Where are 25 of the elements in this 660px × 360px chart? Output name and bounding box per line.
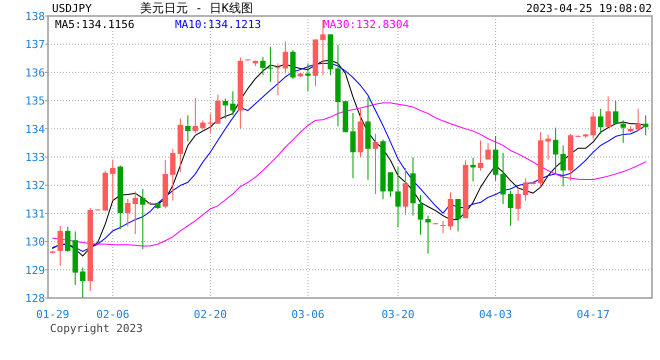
y-tick-label: 132	[25, 179, 45, 192]
text: Copyright 2023	[50, 322, 143, 335]
x-tick-label: 04-03	[479, 308, 512, 321]
y-tick-label: 135	[25, 94, 45, 108]
y-tick-label: 137	[25, 38, 45, 52]
x-tick-label: 04-17	[576, 308, 610, 321]
x-tick-label: 02-06	[96, 308, 130, 321]
x-tick-label: 01-29	[36, 308, 70, 321]
y-tick-label: 138	[25, 10, 45, 23]
chart-subtitle: USDJPY	[52, 2, 92, 15]
x-tick-label: 02-20	[194, 308, 227, 321]
y-tick-label: 131	[25, 207, 45, 220]
legend-item: MA30:132.8304	[323, 18, 410, 31]
y-tick-label: 134	[25, 122, 46, 136]
chart-title: 美元日元 - 日K线图	[140, 1, 253, 15]
legend-item: MA5:134.1156	[55, 18, 134, 31]
y-tick-label: 128	[25, 292, 45, 305]
x-tick-label: 03-06	[291, 308, 324, 321]
text: 2023-04-25 19:08:02	[526, 2, 652, 15]
y-tick-label: 133	[25, 151, 45, 164]
y-tick-label: 130	[25, 236, 45, 249]
y-tick-label: 129	[25, 264, 45, 277]
x-tick-label: 03-20	[381, 308, 415, 321]
y-tick-label: 136	[25, 66, 45, 80]
legend-item: MA10:134.1213	[175, 18, 262, 31]
